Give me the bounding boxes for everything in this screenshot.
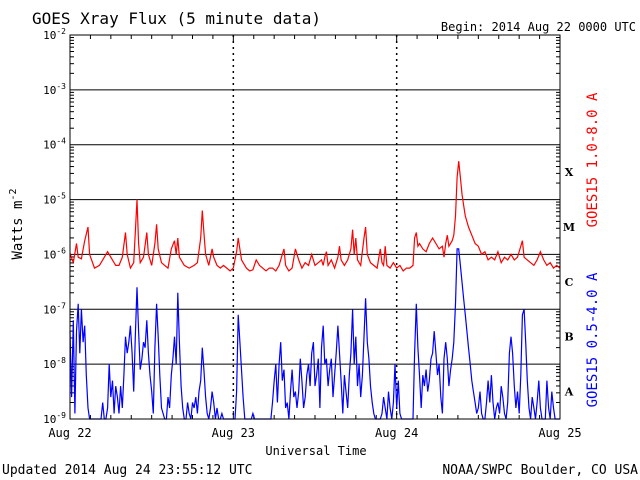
y-tick-label: 10-7 (43, 301, 66, 316)
y-tick-label: 10-9 (43, 411, 66, 426)
y-tick-label: 10-6 (43, 246, 66, 261)
x-tick-label: Aug 24 (375, 426, 418, 440)
plot-frame (69, 34, 561, 420)
y-tick-label: 10-5 (43, 192, 66, 207)
legend: GOES15 1.0-8.0 A GOES15 0.5-4.0 A (585, 92, 601, 407)
y-tick-exponent: -6 (56, 246, 66, 255)
y-tick-base: 10 (43, 413, 56, 426)
y-tick-base: 10 (43, 194, 56, 207)
credit-text: NOAA/SWPC Boulder, CO USA (442, 463, 638, 478)
series-line-2 (69, 248, 560, 420)
y-ticks-layer: 10-210-310-410-510-610-710-810-9 (43, 27, 560, 426)
svg-text:Watts m-2: Watts m-2 (8, 188, 26, 259)
legend-label-1: GOES15 1.0-8.0 A (585, 92, 601, 227)
y-tick-exponent: -8 (56, 356, 66, 365)
x-ticks-layer: Aug 22 Aug 23 Aug 24 Aug 25 (48, 35, 582, 440)
flare-class-x: X (565, 166, 574, 179)
y-tick-base: 10 (43, 248, 56, 261)
y-tick-exponent: -2 (56, 27, 66, 36)
y-tick-base: 10 (43, 139, 56, 152)
x-tick-label: Aug 22 (48, 426, 91, 440)
legend-label-2: GOES15 0.5-4.0 A (585, 272, 601, 407)
flare-class-labels: X M C B A (563, 166, 575, 398)
series-line-1 (69, 161, 561, 272)
plot-area (70, 35, 560, 419)
x-tick-label: Aug 23 (212, 426, 255, 440)
y-tick-exponent: -3 (56, 82, 66, 91)
series-layer (69, 161, 561, 420)
flare-class-m: M (563, 221, 575, 234)
begin-label: Begin: 2014 Aug 22 0000 UTC (441, 20, 636, 34)
y-tick-label: 10-8 (43, 356, 66, 371)
y-tick-base: 10 (43, 358, 56, 371)
y-tick-exponent: -4 (56, 137, 66, 146)
y-axis-label-exponent: -2 (8, 188, 19, 200)
y-tick-base: 10 (43, 29, 56, 42)
y-tick-exponent: -7 (56, 301, 66, 310)
y-tick-label: 10-3 (43, 82, 66, 97)
y-tick-exponent: -9 (56, 411, 66, 420)
y-axis-label-text: Watts m (10, 201, 26, 260)
y-tick-exponent: -5 (56, 192, 66, 201)
flare-class-a: A (564, 386, 574, 399)
y-tick-base: 10 (43, 84, 56, 97)
updated-timestamp: Updated 2014 Aug 24 23:55:12 UTC (2, 463, 252, 478)
y-axis-label: Watts m-2 (8, 188, 26, 259)
y-tick-base: 10 (43, 303, 56, 316)
y-tick-label: 10-2 (43, 27, 66, 42)
grid-layer (70, 35, 560, 419)
y-tick-label: 10-4 (43, 137, 66, 152)
chart-title: GOES Xray Flux (5 minute data) (32, 9, 321, 28)
x-tick-label: Aug 25 (538, 426, 581, 440)
flare-class-b: B (564, 331, 573, 344)
flare-class-c: C (565, 276, 574, 289)
x-axis-label: Universal Time (265, 444, 366, 458)
